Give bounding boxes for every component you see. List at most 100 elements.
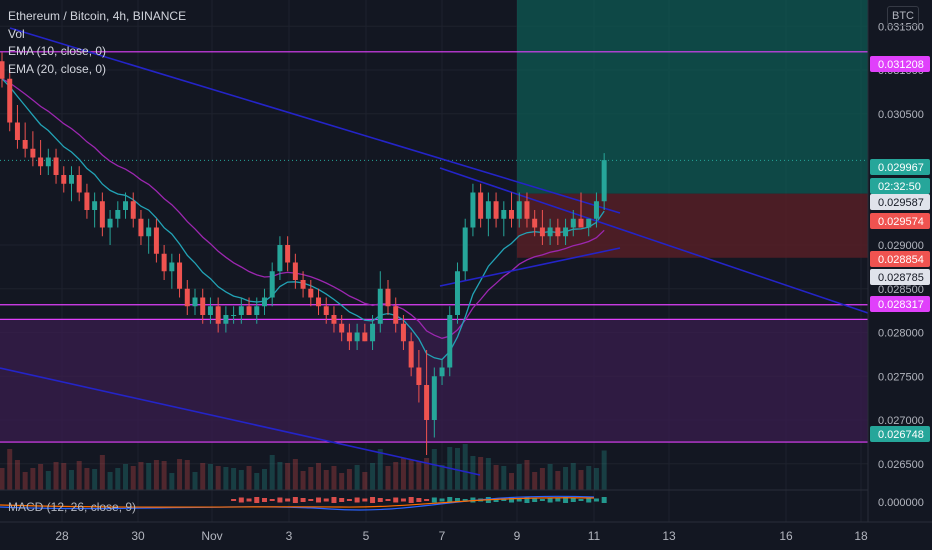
macd-histogram-bar	[269, 499, 275, 501]
volume-bar	[509, 473, 515, 490]
price-tag-bg	[870, 426, 930, 442]
candle-body	[586, 218, 592, 228]
volume-bar	[76, 461, 82, 490]
candle	[346, 323, 352, 350]
candle-body	[339, 323, 345, 333]
price-tag: 0.031208	[870, 56, 930, 72]
candle	[593, 192, 599, 228]
volume-bar	[316, 463, 322, 490]
macd-histogram-bar	[362, 498, 368, 502]
candle	[478, 183, 484, 228]
candle	[285, 236, 291, 272]
volume-bar	[138, 462, 144, 490]
volume-bar	[485, 458, 491, 490]
price-tag-text: 0.031208	[878, 59, 924, 71]
price-tag: 0.029967	[870, 159, 930, 175]
price-tag-text: 0.029574	[878, 216, 924, 228]
price-axis: 0.0315000.0310000.0305000.0290000.028500…	[867, 0, 930, 522]
volume-bar	[308, 467, 314, 490]
volume-bar	[539, 468, 545, 490]
candle-body	[516, 201, 522, 219]
price-tick-label: 0.029000	[878, 240, 924, 252]
macd-histogram-bar	[516, 498, 522, 502]
symbol-title[interactable]: Ethereum / Bitcoin, 4h, BINANCE	[8, 9, 187, 23]
candle	[223, 306, 229, 333]
currency-badge[interactable]: BTC	[887, 6, 919, 26]
candle-body	[370, 323, 376, 342]
volume-bar	[593, 468, 599, 490]
candle-body	[223, 315, 229, 324]
candle-body	[323, 306, 329, 315]
macd-histogram-bar	[339, 498, 345, 502]
macd-histogram-bar	[509, 497, 515, 503]
trendline-support	[439, 247, 621, 287]
volume-bar	[570, 463, 576, 490]
price-tag: 0.028785	[870, 269, 930, 285]
candle-body	[184, 288, 190, 307]
price-tick-label: 0.027500	[878, 371, 924, 383]
macd-histogram-bar	[501, 499, 507, 501]
time-tick-label: 3	[286, 529, 293, 543]
volume-bar	[0, 468, 5, 490]
candle-body	[493, 201, 499, 219]
candle-body	[14, 122, 20, 140]
candle	[161, 245, 167, 280]
candle-body	[470, 192, 476, 228]
price-tag: 0.028854	[870, 251, 930, 267]
candle	[462, 218, 468, 280]
candle	[269, 262, 275, 307]
time-tick-label: 5	[363, 529, 370, 543]
candle-body	[277, 245, 283, 272]
price-tag-text: 02:32:50	[878, 181, 921, 193]
price-tag-bg	[870, 213, 930, 229]
candle-body	[177, 262, 183, 289]
candle	[385, 280, 391, 315]
candle-body	[200, 297, 206, 315]
candle	[215, 297, 221, 333]
macd-histogram-bar	[400, 498, 406, 502]
candle	[153, 218, 159, 263]
candle-body	[231, 315, 237, 316]
candle	[563, 218, 569, 245]
volume-bar	[215, 466, 221, 490]
macd-histogram-bar	[377, 498, 383, 502]
candle	[509, 192, 515, 228]
candle-body	[192, 297, 198, 307]
macd-histogram-bar	[424, 499, 430, 501]
price-tag-text: 0.028785	[878, 272, 924, 284]
time-tick-label: 16	[779, 529, 793, 543]
candle	[439, 358, 445, 385]
macd-histogram-bar	[354, 497, 360, 503]
candle	[192, 288, 198, 315]
candle-body	[393, 306, 399, 324]
candle-body	[439, 367, 445, 377]
candle-body	[563, 227, 569, 237]
volume-bar	[161, 461, 167, 490]
macd-histogram-bar	[331, 497, 337, 503]
volume-bar	[493, 465, 499, 490]
macd-label[interactable]: MACD (12, 26, close, 9)	[8, 500, 137, 514]
price-tag-bg	[870, 178, 930, 194]
candle-body	[447, 315, 453, 368]
volume-bar	[385, 466, 391, 490]
volume-bar	[92, 469, 98, 490]
candle	[14, 105, 20, 149]
candle	[424, 350, 430, 455]
price-tag-bg	[870, 269, 930, 285]
candle-body	[238, 306, 244, 315]
candle	[61, 166, 67, 193]
trendline-channel	[439, 167, 869, 314]
target-zone	[517, 0, 868, 194]
price-tag: 0.028317	[870, 296, 930, 312]
volume-bar	[439, 465, 445, 490]
candle	[45, 148, 51, 175]
macd-histogram-bar	[285, 498, 291, 502]
time-tick-label: Nov	[201, 529, 222, 543]
candle	[7, 70, 13, 132]
macd-histogram-bar	[323, 498, 329, 502]
volume-label[interactable]: Vol	[8, 26, 25, 41]
ema20-label[interactable]: EMA (20, close, 0)	[8, 61, 107, 76]
ema10-label[interactable]: EMA (10, close, 0)	[8, 44, 107, 58]
price-tag-text: 0.026748	[878, 429, 924, 441]
